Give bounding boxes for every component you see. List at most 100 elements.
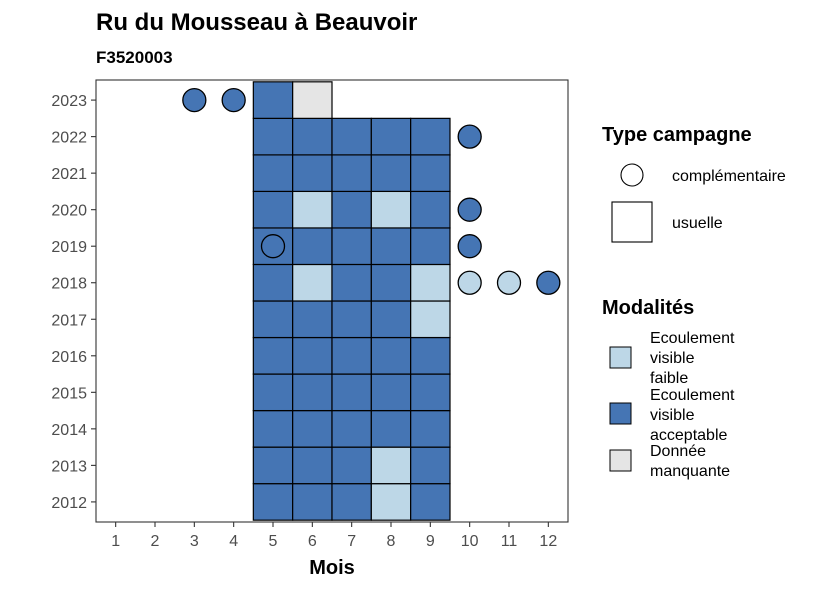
heatmap-cell-2016-7 — [331, 336, 372, 375]
heatmap-cell-2015-6 — [292, 373, 333, 412]
legend-circle-icon — [620, 163, 644, 187]
heatmap-cell-2019-9 — [410, 227, 451, 266]
legend-mod-faible-line1: Ecoulement — [650, 330, 735, 347]
y-axis: 2012 2013 2014 2015 2016 2017 2018 2019 2020 2021… — [51, 93, 96, 512]
heatmap-cell-2015-9 — [410, 373, 451, 412]
legend-mod-faible-line3: faible — [650, 370, 688, 387]
point-2023-4 — [221, 87, 246, 113]
heatmap-cell-2020-5 — [252, 190, 294, 229]
x-tick-label-1: 1 — [111, 533, 120, 550]
heatmap-cell-2017-9 — [410, 300, 451, 339]
y-tick-label-2016: 2016 — [51, 349, 87, 366]
x-tick-label-12: 12 — [539, 533, 557, 550]
heatmap-cell-2016-5 — [252, 336, 294, 375]
heatmap-cell-2014-5 — [252, 409, 294, 448]
heatmap-cell-2013-7 — [331, 446, 372, 485]
y-tick-label-2022: 2022 — [51, 130, 87, 147]
heatmap-cell-2013-8 — [370, 446, 412, 485]
chart-subtitle: F3520003 — [96, 48, 173, 67]
complementary-points — [182, 87, 561, 295]
legend-mod-faible-line2: visible — [650, 350, 695, 367]
x-tick-label-4: 4 — [229, 533, 238, 550]
heatmap-cell-2020-9 — [410, 190, 451, 229]
x-tick-label-7: 7 — [347, 533, 356, 550]
point-2018-11 — [496, 270, 522, 295]
point-2022-10 — [457, 124, 482, 149]
point-2023-3 — [182, 87, 207, 113]
legend-mod-acceptable-line1: Ecoulement — [650, 387, 735, 404]
heatmap-cell-2021-8 — [370, 154, 412, 193]
heatmap-cell-2021-9 — [410, 154, 451, 193]
legend-swatch-faible — [609, 346, 632, 369]
legend-mod-acceptable-line3: acceptable — [650, 427, 727, 444]
heatmap-cell-2015-5 — [252, 373, 294, 412]
legend-modalites: Modalités Ecoulement visible faible Ecou… — [602, 297, 735, 480]
heatmap-cell-2012-5 — [252, 483, 294, 521]
y-tick-label-2023: 2023 — [51, 93, 87, 110]
heatmap-cell-2018-7 — [331, 263, 372, 302]
heatmap-cell-2016-6 — [292, 336, 333, 375]
legend-square-icon — [611, 201, 653, 243]
heatmap-cell-2017-7 — [331, 300, 372, 339]
legend-mod-manquante-line2: manquante — [650, 463, 730, 480]
heatmap-cell-2015-8 — [370, 373, 412, 412]
heatmap-cell-2022-6 — [292, 117, 333, 156]
heatmap-cell-2014-9 — [410, 409, 451, 448]
heatmap-cell-2014-7 — [331, 409, 372, 448]
point-2020-10 — [457, 197, 482, 222]
y-tick-label-2019: 2019 — [51, 239, 87, 256]
y-tick-label-2020: 2020 — [51, 203, 87, 220]
x-tick-label-10: 10 — [461, 533, 479, 550]
heatmap-cell-2020-8 — [370, 190, 412, 229]
heatmap-cell-2019-7 — [331, 227, 372, 266]
y-tick-label-2014: 2014 — [51, 422, 87, 439]
heatmap-cell-2014-6 — [292, 409, 333, 448]
heatmap-cell-2012-9 — [410, 483, 451, 521]
heatmap-cell-2013-6 — [292, 446, 333, 485]
y-tick-label-2015: 2015 — [51, 385, 87, 402]
heatmap-cell-2018-9 — [410, 263, 451, 302]
heatmap-cell-2014-8 — [370, 409, 412, 448]
heatmap-cell-2023-5 — [252, 81, 294, 119]
x-tick-label-9: 9 — [426, 533, 435, 550]
heatmap-cell-2016-8 — [370, 336, 412, 375]
x-tick-label-6: 6 — [308, 533, 317, 550]
legend-mod-acceptable-line2: visible — [650, 407, 695, 424]
heatmap-cells — [252, 81, 451, 521]
heatmap-cell-2013-9 — [410, 446, 451, 485]
y-tick-label-2021: 2021 — [51, 166, 87, 183]
heatmap-cell-2018-8 — [370, 263, 412, 302]
heatmap-cell-2021-6 — [292, 154, 333, 193]
legend-type-campagne: Type campagne complémentaire usuelle — [602, 124, 786, 243]
x-axis: 1 2 3 4 5 6 7 8 9 10 11 12 — [111, 522, 557, 550]
heatmap-cell-2012-7 — [331, 483, 372, 521]
heatmap-cell-2019-6 — [292, 227, 333, 266]
heatmap-cell-2012-8 — [370, 483, 412, 521]
point-2018-12 — [536, 270, 561, 295]
legend-type-title: Type campagne — [602, 124, 752, 146]
heatmap-cell-2022-7 — [331, 117, 372, 156]
plot-panel-border — [95, 79, 569, 523]
heatmap-cell-2017-5 — [252, 300, 294, 339]
heatmap-cell-2021-5 — [252, 154, 294, 193]
y-tick-label-2017: 2017 — [51, 312, 87, 329]
heatmap-cell-2022-8 — [370, 117, 412, 156]
x-tick-label-11: 11 — [501, 533, 518, 550]
heatmap-cell-2021-7 — [331, 154, 372, 193]
heatmap-cell-2018-5 — [252, 263, 294, 302]
legend-modalites-title: Modalités — [602, 297, 694, 319]
y-tick-label-2018: 2018 — [51, 276, 87, 293]
heatmap-cell-2012-6 — [292, 483, 333, 521]
x-axis-title: Mois — [309, 557, 355, 579]
heatmap-cell-2015-7 — [331, 373, 372, 412]
heatmap-cell-2022-9 — [410, 117, 451, 156]
heatmap-cell-2018-6 — [292, 263, 333, 302]
heatmap-cell-2016-9 — [410, 336, 451, 375]
legend-type-item-complementaire: complémentaire — [672, 168, 786, 185]
heatmap-cell-2017-6 — [292, 300, 333, 339]
legend-type-item-usuelle: usuelle — [672, 215, 723, 232]
y-tick-label-2012: 2012 — [51, 495, 87, 512]
heatmap-cell-2017-8 — [370, 300, 412, 339]
point-2018-10 — [457, 270, 482, 295]
